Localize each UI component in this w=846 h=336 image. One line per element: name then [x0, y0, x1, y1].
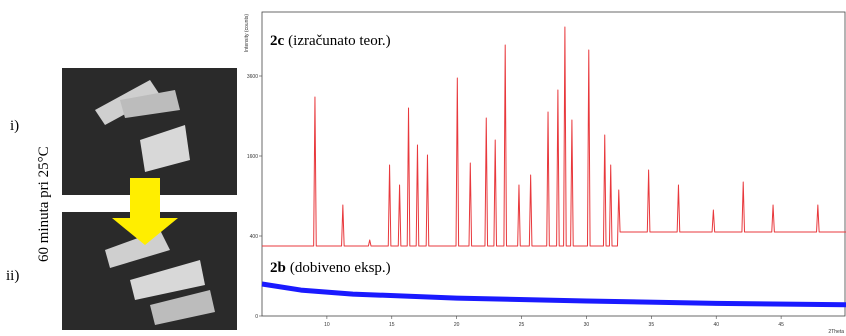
series-line: [262, 26, 846, 247]
y-axis-label: Intensity (counts): [244, 14, 250, 52]
plot-frame: [261, 11, 846, 317]
crystal: [120, 90, 180, 118]
label-i: i): [10, 118, 19, 134]
series-note: (dobiveno eksp.): [290, 260, 391, 276]
x-tick-label: 15: [389, 322, 395, 328]
x-tick-label: 40: [713, 322, 719, 328]
crystal: [130, 260, 205, 300]
y-tick-label: 3600: [247, 74, 258, 80]
x-tick-label: 10: [324, 322, 330, 328]
chart: 0 400 1600 3600 10 15 20 25 30 35 40 45 2Theta Intens…: [244, 11, 846, 335]
x-axis-label: 2Theta: [828, 329, 844, 335]
x-tick-label: 30: [584, 322, 590, 328]
crystal: [140, 125, 190, 172]
photo-panel: i) ii) 60 minuta pri 25°C: [6, 68, 237, 330]
condition: 60 minuta pri 25°C: [36, 146, 52, 262]
series-label: 2c (izračunato teor.): [270, 33, 391, 49]
x-tick-label: 20: [454, 322, 460, 328]
series-name: 2b: [270, 260, 286, 276]
crystal: [150, 290, 215, 325]
arrow: [112, 178, 178, 245]
series-name: 2c: [270, 33, 285, 49]
x-tick-label: 35: [649, 322, 655, 328]
series-line: [261, 281, 846, 308]
series-label: 2b (dobiveno eksp.): [270, 260, 391, 276]
crystal: [105, 230, 170, 268]
x-tick-label: 45: [778, 322, 784, 328]
x-tick-label: 25: [519, 322, 525, 328]
y-tick-label: 1600: [247, 154, 258, 160]
series-note: (izračunato teor.): [288, 33, 390, 49]
y-tick-label: 400: [250, 234, 259, 240]
label-ii: ii): [6, 268, 19, 284]
y-tick-label: 0: [255, 314, 258, 320]
